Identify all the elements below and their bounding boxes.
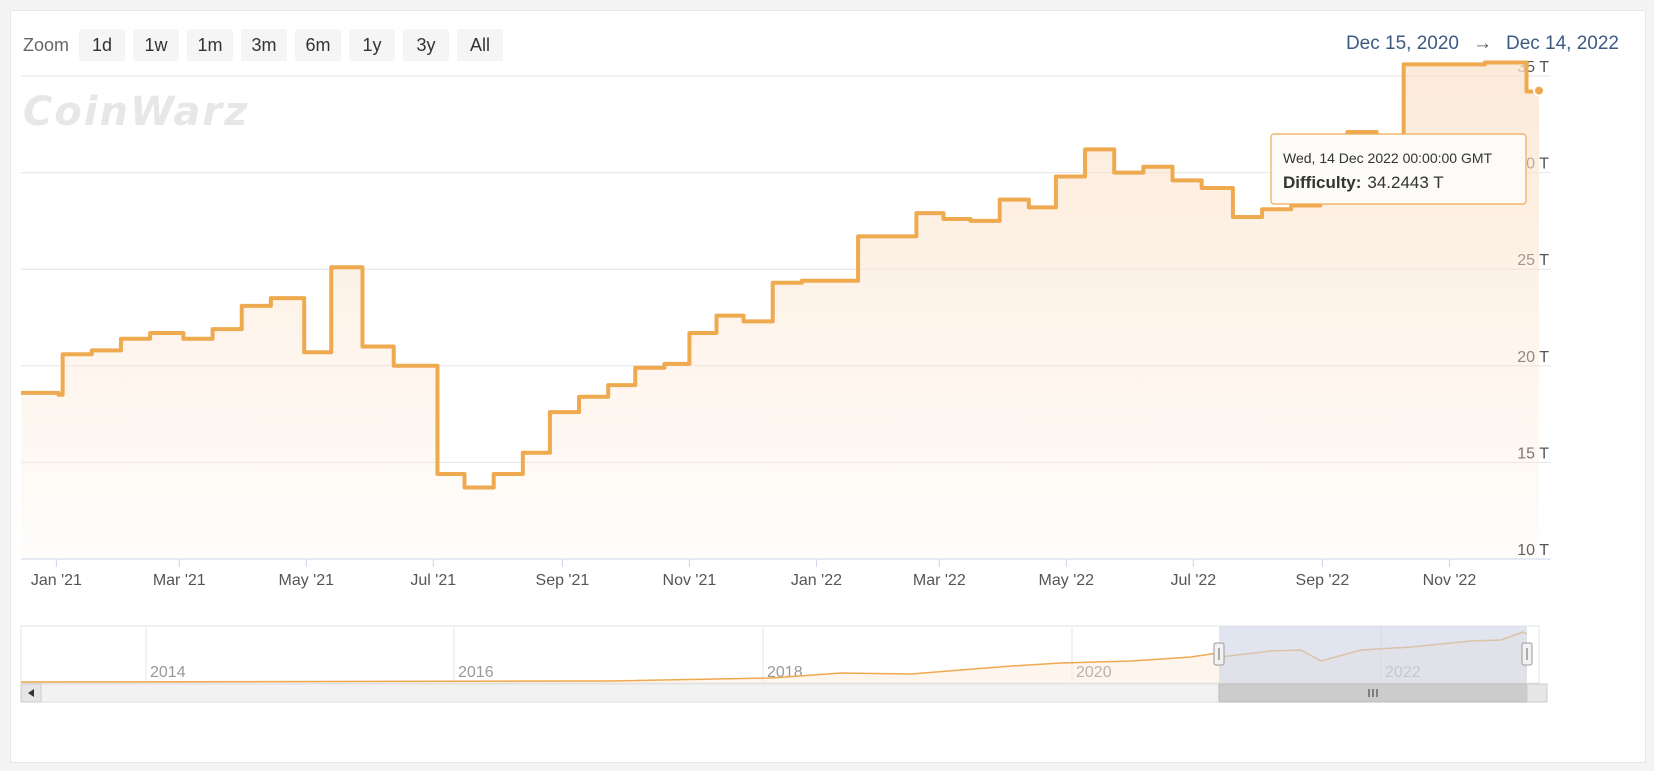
x-tick-label: Mar '22 <box>913 572 966 589</box>
scrollbar-right-button[interactable] <box>1526 683 1548 703</box>
difficulty-area <box>21 62 1539 559</box>
x-tick-label: May '21 <box>279 572 335 589</box>
zoom-1w-button[interactable]: 1w <box>133 29 180 61</box>
zoom-bar: Zoom 1d 1w 1m 3m 6m 1y 3y All <box>23 29 504 61</box>
tooltip-series-label: Difficulty: <box>1283 173 1361 192</box>
navigator-selection <box>1219 626 1527 683</box>
navigator-year-label: 2016 <box>458 664 494 681</box>
date-range-display: Dec 15, 2020 → Dec 14, 2022 <box>1346 33 1619 55</box>
x-tick-label: Jul '22 <box>1170 572 1216 589</box>
zoom-label: Zoom <box>23 34 70 55</box>
tooltip-box <box>1270 133 1527 205</box>
hover-point <box>1533 84 1545 97</box>
zoom-6m-button[interactable]: 6m <box>295 29 342 61</box>
scroll-left-icon <box>28 689 34 697</box>
zoom-all-button[interactable]: All <box>457 29 504 61</box>
x-tick-label: Jan '22 <box>791 572 842 589</box>
tooltip: Wed, 14 Dec 2022 00:00:00 GMT Difficulty:… <box>1270 133 1527 205</box>
range-from-input[interactable]: Dec 15, 2020 <box>1345 33 1459 54</box>
zoom-3y-button[interactable]: 3y <box>403 29 450 61</box>
zoom-1m-button[interactable]: 1m <box>187 29 234 61</box>
chart-container: Zoom 1d 1w 1m 3m 6m 1y 3y All Dec 15, 20… <box>10 10 1646 763</box>
watermark-logo: CoinWarz <box>23 89 250 135</box>
range-to-input[interactable]: Dec 14, 2022 <box>1505 33 1619 54</box>
navigator-year-label: 2020 <box>1076 664 1112 681</box>
x-tick-label: Mar '21 <box>153 572 206 589</box>
zoom-3m-button[interactable]: 3m <box>241 29 288 61</box>
x-tick-label: Sep '22 <box>1296 572 1350 589</box>
x-tick-label: Jan '21 <box>31 572 82 589</box>
tooltip-row: Difficulty: 34.2443 T <box>1283 173 1444 192</box>
x-tick-label: May '22 <box>1039 572 1095 589</box>
range-arrow-icon: → <box>1472 33 1492 54</box>
tooltip-date: Wed, 14 Dec 2022 00:00:00 GMT <box>1283 150 1493 166</box>
zoom-1d-button[interactable]: 1d <box>79 29 126 61</box>
zoom-1y-button[interactable]: 1y <box>349 29 396 61</box>
navigator-year-label: 2014 <box>150 664 186 681</box>
x-tick-label: Nov '22 <box>1423 572 1477 589</box>
x-tick-label: Jul '21 <box>410 572 456 589</box>
navigator-area <box>21 632 1527 683</box>
tooltip-value: 34.2443 T <box>1367 173 1443 192</box>
difficulty-line <box>21 60 1541 490</box>
x-tick-label: Nov '21 <box>663 572 717 589</box>
x-tick-label: Sep '21 <box>536 572 590 589</box>
